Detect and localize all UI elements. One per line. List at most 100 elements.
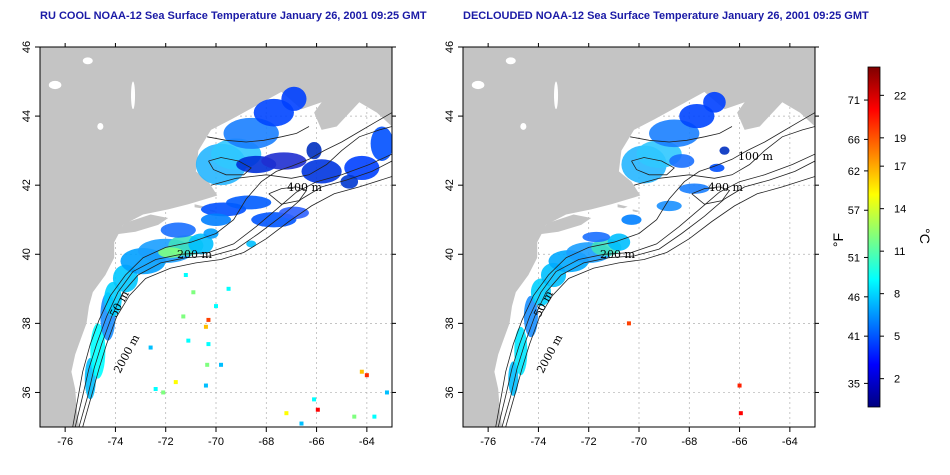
celsius-tick-label: 11: [894, 246, 905, 258]
sst-patch: [281, 86, 307, 111]
lake: [131, 81, 136, 110]
contour-label-200m: 200 m: [600, 248, 635, 261]
x-tick-label: -68: [681, 436, 697, 448]
depth-contour: [691, 186, 731, 205]
sst-patch: [340, 174, 359, 189]
y-tick-label: 38: [21, 317, 33, 329]
sst-speck: [183, 273, 188, 277]
sst-patch: [514, 326, 528, 376]
land-polygon: [463, 47, 815, 427]
x-tick-label: -76: [57, 436, 73, 448]
lake: [97, 123, 104, 130]
sst-patch: [607, 233, 631, 251]
sst-speck: [284, 411, 289, 416]
sst-speck: [214, 304, 218, 309]
y-tick-label: 44: [444, 110, 456, 122]
sst-speck: [206, 317, 211, 322]
fahrenheit-tick-label: 71: [848, 95, 860, 107]
sst-speck: [203, 324, 208, 329]
land-polygon: [116, 214, 169, 235]
sst-patch: [621, 214, 642, 225]
temperature-colorbar: 35 41 46 51 57 62 66 71 2 5 8 11 14 17 19 22 °F °C: [830, 66, 933, 408]
y-tick-label: 38: [444, 317, 456, 329]
sst-patch: [508, 361, 519, 396]
sst-speck: [206, 342, 211, 347]
depth-contour: [208, 157, 252, 176]
lake: [48, 80, 62, 90]
land-polygon: [40, 47, 392, 427]
contour-label-200m: 200 m: [177, 248, 212, 261]
land-polygon: [539, 214, 592, 235]
lake: [471, 80, 485, 90]
y-tick-label: 36: [21, 386, 33, 398]
sst-speck: [173, 380, 178, 385]
fahrenheit-tick-label: 46: [848, 292, 860, 304]
sst-speck: [153, 387, 158, 391]
sst-patch: [703, 91, 726, 113]
depth-contour: [72, 112, 392, 427]
depth-contour: [631, 157, 675, 176]
sst-speck: [372, 414, 377, 419]
sst-patch: [669, 154, 695, 168]
sst-overlay: [508, 91, 743, 416]
x-tick-label: -72: [158, 436, 174, 448]
fahrenheit-tick-label: 35: [848, 378, 860, 390]
x-tick-label: -64: [359, 436, 375, 448]
sst-patch: [679, 104, 715, 129]
x-tick-label: -74: [530, 436, 546, 448]
lake: [505, 57, 516, 65]
sst-speck: [384, 390, 389, 395]
sst-patch: [261, 152, 307, 170]
depth-contour: [78, 160, 392, 427]
colorbar-ticks: 35 41 46 51 57 62 66 71 2 5 8 11 14 17 19 22: [848, 90, 907, 390]
colorbar-gradient: [867, 66, 881, 408]
contour-label-400m: 400 m: [287, 181, 322, 194]
sst-patch: [160, 222, 196, 238]
land-polygon: [632, 209, 641, 213]
celsius-tick-label: 19: [894, 133, 906, 145]
sst-patch: [719, 146, 730, 155]
land-mass: [40, 47, 392, 427]
x-tick-label: -66: [309, 436, 325, 448]
sst-speck: [352, 414, 357, 419]
sst-patch: [582, 231, 611, 243]
sst-patch: [104, 281, 122, 317]
y-tick-label: 46: [21, 41, 33, 53]
sst-speck: [203, 383, 208, 388]
depth-contour: [633, 126, 815, 186]
sst-speck: [148, 345, 153, 350]
y-tick-label: 44: [21, 110, 33, 122]
celsius-tick-label: 22: [894, 90, 906, 102]
sst-patch: [200, 213, 232, 226]
sst-patch: [188, 233, 214, 255]
sst-overlay: [84, 86, 392, 426]
depth-contour: [210, 126, 392, 186]
celsius-unit-label: °C: [917, 228, 933, 244]
sst-patch: [246, 240, 257, 248]
fahrenheit-tick-label: 41: [848, 331, 860, 343]
land-polygon: [314, 50, 392, 130]
sst-patch: [301, 159, 342, 184]
x-tick-label: -76: [480, 436, 496, 448]
depth-contour: [630, 126, 733, 143]
celsius-tick-label: 14: [894, 204, 906, 216]
sst-speck: [219, 362, 224, 367]
sst-speck: [312, 397, 317, 402]
depth-contour: [74, 153, 392, 427]
sst-speck: [205, 362, 210, 367]
x-tick-label: -68: [258, 436, 274, 448]
y-tick-label: 36: [444, 386, 456, 398]
y-tick-label: 42: [21, 179, 33, 191]
fahrenheit-unit-label: °F: [830, 233, 846, 247]
celsius-tick-label: 2: [894, 374, 900, 386]
sst-speck: [186, 338, 191, 343]
contour-label-100m: 100 m: [738, 150, 773, 163]
sst-speck: [226, 286, 231, 291]
sst-patch: [306, 142, 322, 160]
celsius-tick-label: 5: [894, 331, 900, 343]
sst-patch: [679, 183, 710, 194]
depth-contour: [505, 176, 815, 427]
depth-contour: [501, 160, 815, 427]
sst-patch: [90, 323, 106, 379]
